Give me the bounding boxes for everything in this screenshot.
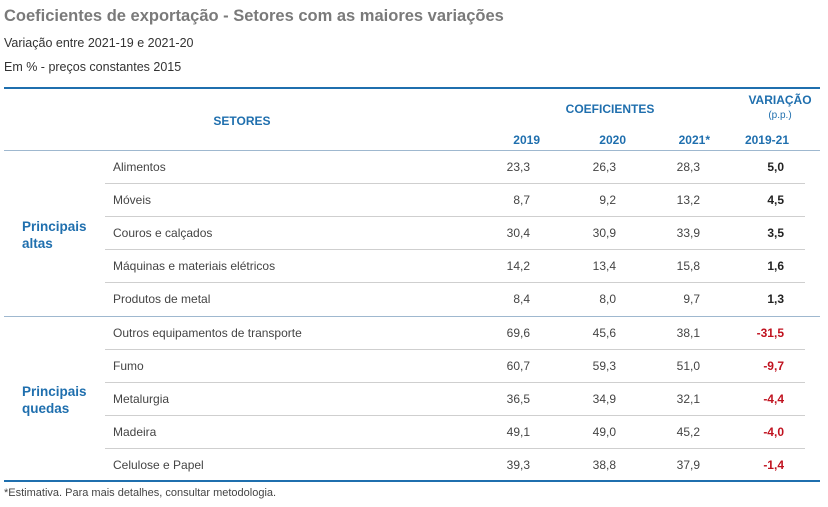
value-2020: 8,0	[599, 292, 616, 306]
value-2019: 36,5	[506, 392, 530, 406]
value-2020: 13,4	[592, 259, 616, 273]
value-2020: 38,8	[592, 458, 616, 472]
sector-name: Couros e calçados	[113, 226, 213, 240]
table-row: Fumo 60,7 59,3 51,0 -9,7	[105, 350, 805, 383]
sector-name: Metalurgia	[113, 392, 170, 406]
value-2021: 32,1	[676, 392, 700, 406]
sector-name: Alimentos	[113, 160, 166, 174]
value-variacao: 5,0	[767, 160, 784, 174]
value-2019: 8,4	[513, 292, 530, 306]
title-main: Coeficientes de exportação	[4, 7, 219, 25]
header-year-2021: 2021*	[678, 133, 710, 147]
table-row: Outros equipamentos de transporte 69,6 4…	[105, 317, 805, 350]
value-2021: 9,7	[683, 292, 700, 306]
value-2019: 8,7	[513, 193, 530, 207]
value-2019: 49,1	[506, 425, 530, 439]
value-2019: 30,4	[506, 226, 530, 240]
value-2020: 9,2	[599, 193, 616, 207]
subtitle-period: Variação entre 2021-19 e 2021-20	[4, 36, 194, 50]
table-row: Celulose e Papel 39,3 38,8 37,9 -1,4	[105, 449, 805, 482]
value-2020: 49,0	[592, 425, 616, 439]
value-2019: 69,6	[506, 326, 530, 340]
value-2021: 51,0	[676, 359, 700, 373]
row-divider	[105, 382, 805, 383]
table-top-rule	[4, 87, 820, 89]
group-label-altas: Principais altas	[22, 219, 87, 251]
sector-name: Móveis	[113, 193, 152, 207]
value-variacao: 4,5	[767, 193, 784, 207]
value-2019: 60,7	[506, 359, 530, 373]
row-divider	[105, 415, 805, 416]
row-divider	[105, 448, 805, 449]
sector-name: Outros equipamentos de transporte	[113, 326, 302, 340]
row-divider	[105, 216, 805, 217]
value-2021: 13,2	[676, 193, 700, 207]
sector-name: Madeira	[113, 425, 157, 439]
table-row: Móveis 8,7 9,2 13,2 4,5	[105, 184, 805, 217]
group-divider	[4, 316, 820, 317]
value-2020: 34,9	[592, 392, 616, 406]
sector-name: Fumo	[113, 359, 144, 373]
value-2019: 14,2	[506, 259, 530, 273]
sector-name: Produtos de metal	[113, 292, 211, 306]
header-variacao-period: 2019-21	[744, 133, 789, 147]
value-variacao: 1,6	[767, 259, 784, 273]
value-2021: 15,8	[676, 259, 700, 273]
group-label-quedas: Principais quedas	[22, 384, 87, 416]
subtitle-units: Em % - preços constantes 2015	[4, 60, 182, 74]
value-variacao: -9,7	[763, 359, 784, 373]
value-2020: 45,6	[592, 326, 616, 340]
value-2021: 45,2	[676, 425, 700, 439]
value-2020: 26,3	[592, 160, 616, 174]
row-divider	[105, 249, 805, 250]
header-bottom-rule	[4, 150, 820, 151]
title-sub: - Setores com as maiores variações	[218, 7, 504, 25]
table-row: Couros e calçados 30,4 30,9 33,9 3,5	[105, 217, 805, 250]
header-variacao-unit: (p.p.)	[768, 110, 792, 121]
value-2021: 28,3	[676, 160, 700, 174]
value-variacao: 3,5	[767, 226, 784, 240]
header-year-2019: 2019	[513, 133, 540, 147]
footnote: *Estimativa. Para mais detalhes, consult…	[4, 487, 277, 499]
sector-name: Máquinas e materiais elétricos	[113, 259, 276, 273]
value-2019: 23,3	[506, 160, 530, 174]
value-variacao: -4,0	[763, 425, 784, 439]
table-row: Madeira 49,1 49,0 45,2 -4,0	[105, 416, 805, 449]
value-variacao: 1,3	[767, 292, 784, 306]
row-divider	[105, 183, 805, 184]
table-bottom-rule	[4, 480, 820, 482]
value-2019: 39,3	[506, 458, 530, 472]
value-2020: 30,9	[592, 226, 616, 240]
header-year-2020: 2020	[599, 133, 626, 147]
value-variacao: -31,5	[756, 326, 784, 340]
row-divider	[105, 282, 805, 283]
value-variacao: -4,4	[763, 392, 784, 406]
header-setores: SETORES	[213, 114, 271, 128]
table-row: Produtos de metal 8,4 8,0 9,7 1,3	[105, 283, 805, 316]
header-variacao: VARIAÇÃO	[748, 93, 812, 107]
value-variacao: -1,4	[763, 458, 784, 472]
page-title: Coeficientes de exportação - Setores com…	[4, 7, 504, 26]
table-row: Alimentos 23,3 26,3 28,3 5,0	[105, 151, 805, 184]
sector-name: Celulose e Papel	[113, 458, 204, 472]
header-coeficientes: COEFICIENTES	[565, 102, 655, 116]
table-row: Máquinas e materiais elétricos 14,2 13,4…	[105, 250, 805, 283]
value-2021: 33,9	[676, 226, 700, 240]
value-2021: 37,9	[676, 458, 700, 472]
table-row: Metalurgia 36,5 34,9 32,1 -4,4	[105, 383, 805, 416]
value-2020: 59,3	[592, 359, 616, 373]
value-2021: 38,1	[676, 326, 700, 340]
row-divider	[105, 349, 805, 350]
